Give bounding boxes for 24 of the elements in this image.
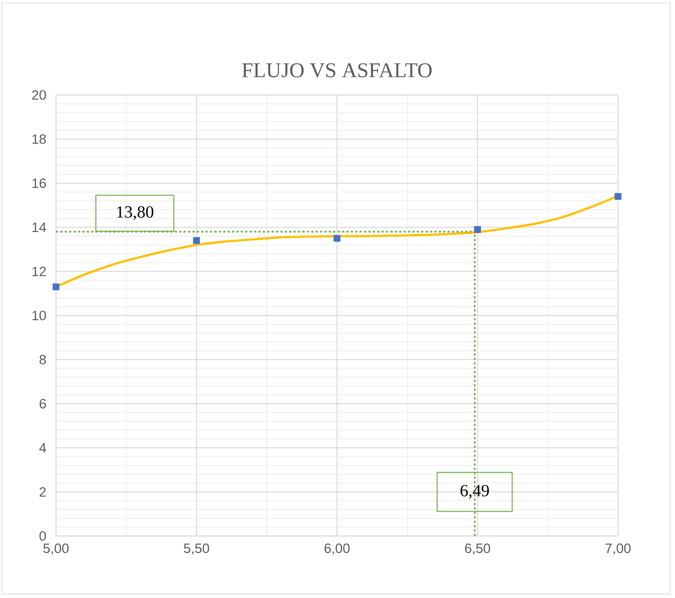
chart-title: FLUJO VS ASFALTO [242, 63, 432, 78]
point [474, 226, 481, 233]
y-tick-label: 20 [32, 90, 46, 100]
ref-line-label: 13,80 [117, 206, 154, 220]
y-tick-label: 10 [32, 310, 46, 320]
x-tick-label: 5,00 [43, 544, 69, 555]
point [193, 237, 200, 244]
x-tick-label: 5,50 [184, 544, 210, 555]
x-tick-label: 6,00 [324, 544, 350, 555]
y-tick-label: 14 [32, 222, 46, 232]
point [334, 234, 340, 242]
point [614, 193, 622, 200]
ref-line-label: 6,49 [460, 484, 489, 499]
point [52, 283, 60, 290]
y-tick-label: 0 [39, 531, 46, 541]
y-tick-label: 18 [32, 134, 46, 144]
y-tick-label: 16 [32, 178, 46, 188]
y-tick-label: 12 [32, 266, 46, 276]
x-tick-label: 7,00 [606, 544, 631, 555]
y-tick-label: 4 [39, 443, 46, 452]
x-tick-label: 6,50 [465, 544, 490, 555]
y-tick-label: 8 [40, 354, 46, 364]
y-tick-label: 6 [40, 398, 46, 408]
y-tick-label: 2 [40, 487, 46, 497]
